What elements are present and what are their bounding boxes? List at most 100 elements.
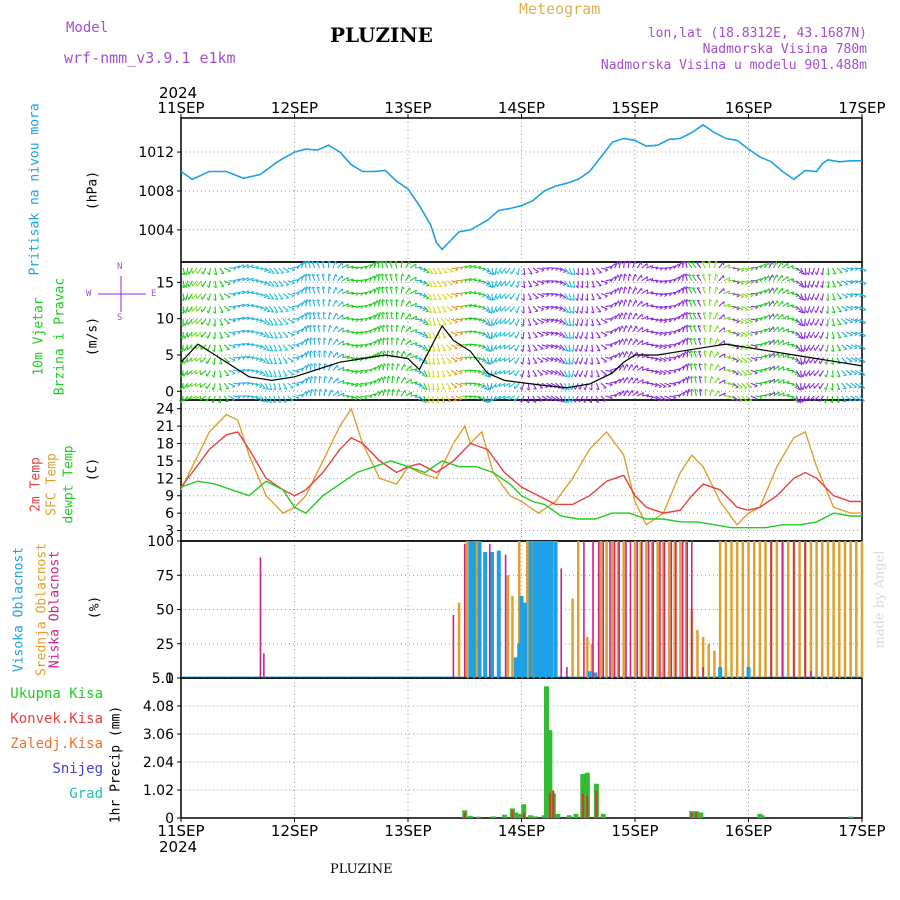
- wind-barb: [595, 306, 602, 313]
- wind-barb-flag: [832, 298, 836, 301]
- wind-barb-flag: [673, 357, 677, 361]
- wind-barb-flag: [533, 388, 537, 390]
- wind-barb-flag: [258, 399, 262, 402]
- wind-barb-flag: [190, 396, 192, 400]
- wind-barb-flag: [830, 362, 834, 365]
- wind-barb: [713, 299, 718, 307]
- wind-barb: [746, 267, 754, 270]
- wind-barb-flag: [376, 261, 379, 265]
- mid-cloud-bar: [860, 541, 864, 678]
- wind-barb: [410, 394, 418, 397]
- wind-barb: [850, 305, 858, 309]
- wind-barb: [564, 370, 568, 378]
- wind-barb: [201, 318, 207, 326]
- wind-barb: [595, 370, 600, 377]
- wind-barb: [427, 318, 433, 326]
- wind-barb-flag: [694, 363, 698, 366]
- wind-barb: [396, 363, 399, 371]
- wind-barb-flag: [550, 320, 554, 323]
- low-cloud-bar: [641, 541, 643, 678]
- wind-barb: [641, 263, 648, 269]
- wind-barb: [242, 355, 250, 359]
- wind-barb: [185, 280, 189, 288]
- wind-barb-flag: [642, 392, 644, 396]
- wind-barb-flag: [736, 268, 740, 272]
- mid-cloud-bar: [517, 541, 521, 678]
- mid-cloud-bar: [747, 541, 750, 678]
- wind-barb: [446, 395, 451, 403]
- wind-barb: [246, 343, 254, 346]
- wind-barb: [859, 280, 867, 284]
- wind-barb-flag: [694, 375, 698, 379]
- wind-barb-flag: [354, 398, 359, 401]
- wind-barb: [723, 264, 730, 269]
- wind-barb: [808, 395, 815, 402]
- wind-barb: [264, 293, 271, 299]
- wind-barb-flag: [460, 319, 463, 323]
- wind-barb-flag: [583, 399, 586, 403]
- wind-barb: [584, 395, 588, 403]
- wind-barb: [246, 303, 254, 307]
- wind-barb: [183, 370, 189, 377]
- mid-cloud-bar: [843, 541, 847, 678]
- wind-barb-flag: [492, 272, 496, 276]
- wind-barb-flag: [482, 320, 486, 324]
- wind-barb-flag: [673, 383, 677, 387]
- wind-barb-flag: [748, 386, 753, 389]
- year-top: 2024: [159, 84, 198, 102]
- wind-barb: [822, 267, 824, 276]
- wind-barb: [427, 331, 432, 339]
- mid-cloud-bar: [571, 598, 574, 678]
- wind-barb-flag: [527, 324, 532, 327]
- wind-barb: [818, 395, 824, 403]
- wind-barb-flag: [558, 361, 562, 363]
- wind-barb: [219, 293, 224, 300]
- wind-barb: [482, 305, 489, 312]
- wind-barb-flag: [316, 261, 320, 264]
- wind-barb-flag: [688, 286, 692, 289]
- wind-barb-flag: [801, 374, 804, 378]
- wind-barb-flag: [795, 347, 799, 350]
- wind-barb-flag: [629, 299, 633, 303]
- wind-barb: [559, 357, 566, 364]
- wind-barb-flag: [305, 260, 309, 264]
- wind-barb: [332, 377, 339, 384]
- wind-barb: [423, 382, 428, 390]
- wind-barb-flag: [689, 312, 693, 315]
- wind-barb-flag: [200, 309, 203, 313]
- wind-barb: [233, 395, 241, 398]
- wind-barb-flag: [459, 372, 463, 375]
- wind-barb: [532, 293, 539, 299]
- wind-barb-flag: [687, 363, 691, 367]
- wind-barb: [845, 293, 853, 297]
- wind-barb-flag: [681, 287, 684, 291]
- wind-barb: [332, 261, 336, 269]
- wind-barb: [495, 357, 502, 363]
- wind-barb-flag: [740, 295, 744, 299]
- wind-barb-flag: [570, 361, 573, 365]
- wind-barb: [586, 267, 589, 276]
- wind-barb: [689, 325, 693, 333]
- wind-barb: [269, 293, 275, 300]
- wind-barb-flag: [305, 273, 309, 277]
- wind-barb: [228, 357, 236, 361]
- wind-barb: [504, 293, 511, 300]
- wind-barb: [655, 331, 663, 335]
- wind-barb-flag: [481, 386, 485, 389]
- wind-barb: [854, 344, 862, 349]
- precip-legend-snow: Snijeg: [52, 761, 103, 777]
- wind-barb: [182, 331, 184, 340]
- wind-barb: [632, 377, 638, 384]
- wind-barb: [515, 331, 520, 339]
- wind-barb-flag: [449, 310, 453, 312]
- wind-barb-flag: [591, 285, 595, 288]
- wind-barb: [482, 382, 488, 390]
- wind-barb: [268, 395, 272, 403]
- wind-barb-flag: [625, 325, 628, 329]
- wind-barb: [287, 357, 294, 362]
- wind-barb: [623, 364, 628, 371]
- wind-barb-flag: [513, 385, 516, 389]
- wind-barb: [768, 391, 776, 397]
- wind-barb-flag: [550, 293, 554, 297]
- wind-barb-flag: [673, 397, 677, 400]
